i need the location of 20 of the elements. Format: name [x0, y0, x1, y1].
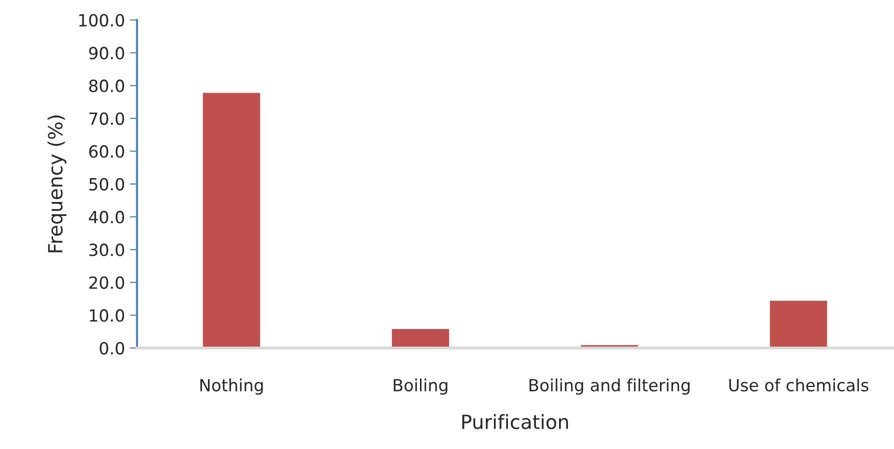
y-axis-title: Frequency (%) — [48, 116, 66, 252]
x-tick-label: Boiling — [394, 378, 448, 395]
y-tick-label: 20.0 — [89, 276, 124, 289]
x-tick-label: Use of chemicals — [729, 378, 868, 392]
y-tick-label: 60.0 — [89, 145, 124, 158]
y-tick-label: 80.0 — [89, 80, 124, 92]
bar — [202, 91, 262, 348]
y-tick-label: 40.0 — [88, 210, 124, 224]
y-tick-label: 50.0 — [89, 178, 124, 191]
bar — [768, 299, 828, 348]
bar — [390, 328, 450, 348]
y-tick-label: 90.0 — [89, 46, 124, 60]
x-tick-label: Nothing — [200, 378, 263, 395]
y-tick-label: 100.0 — [79, 14, 124, 27]
y-tick-label: 30.0 — [89, 244, 124, 256]
y-tick-label: 10.0 — [90, 309, 124, 322]
x-axis-title: Purification — [462, 414, 568, 430]
y-tick-label: 70.0 — [89, 112, 124, 125]
x-tick-label: Boiling and filtering — [530, 378, 690, 395]
y-tick-label: 0.0 — [100, 342, 124, 355]
